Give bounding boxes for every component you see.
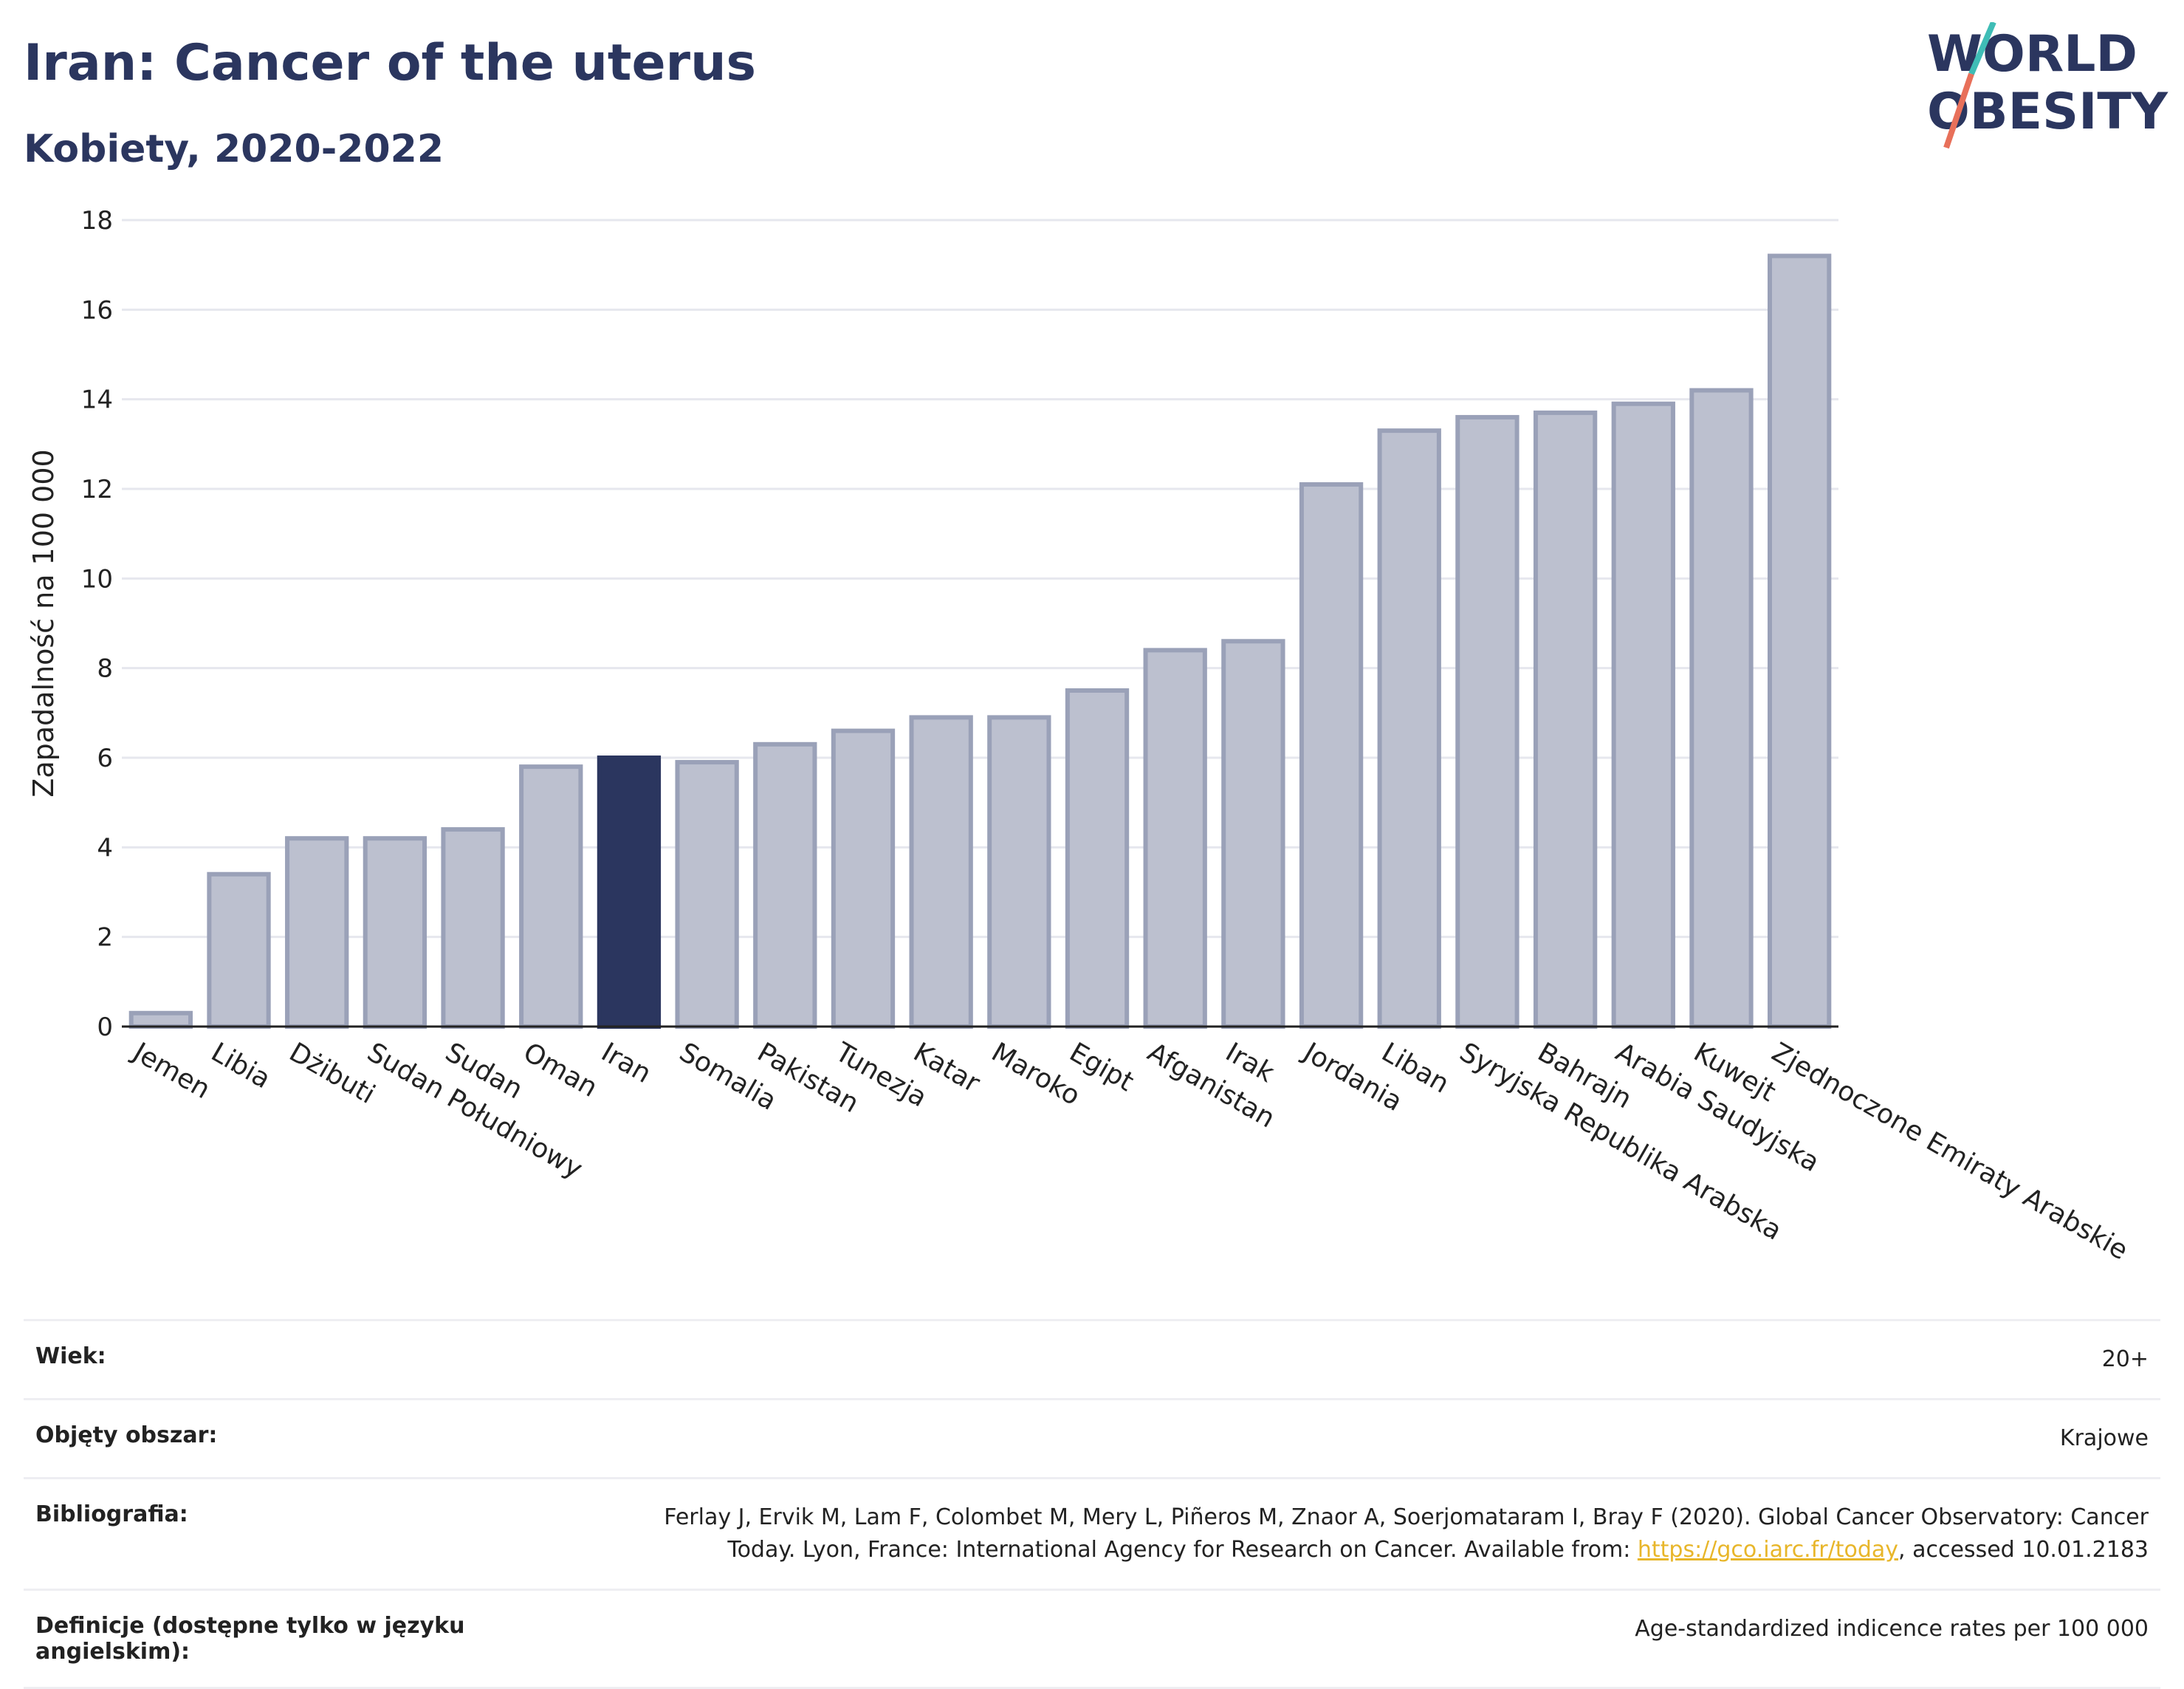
bibliography-value: Ferlay J, Ervik M, Lam F, Colombet M, Me… — [490, 1477, 2160, 1591]
logo-text-world: WORLD — [1927, 25, 2137, 83]
bar — [441, 827, 505, 1029]
y-tick-label: 6 — [97, 744, 113, 773]
logo-slash-coral — [1943, 72, 1974, 149]
y-tick-label: 18 — [81, 206, 113, 236]
bar — [1533, 410, 1598, 1029]
bar — [753, 741, 817, 1029]
chart-title: Iran: Cancer of the uterus — [24, 34, 756, 92]
bar — [1768, 253, 1832, 1029]
bar — [1377, 428, 1441, 1029]
area-value: Krajowe — [490, 1398, 2160, 1479]
bibliography-line2: Today. Lyon, France: International Agenc… — [727, 1537, 1638, 1563]
definitions-value: Age-standardized indicence rates per 100… — [490, 1589, 2160, 1689]
bar — [1455, 414, 1519, 1029]
bar — [675, 760, 739, 1029]
bar — [1065, 688, 1130, 1029]
x-tick-label: Oman — [518, 1037, 602, 1103]
bar — [831, 728, 896, 1029]
age-value: 20+ — [490, 1319, 2160, 1400]
bibliography-accessed: , accessed 10.01.2183 — [1898, 1537, 2149, 1563]
x-tick-label: Maroko — [986, 1037, 1085, 1111]
chart-subtitle: Kobiety, 2020-2022 — [24, 127, 444, 171]
bar — [1689, 388, 1754, 1029]
bar — [207, 871, 271, 1029]
y-tick-label: 2 — [97, 923, 113, 953]
info-table: Wiek: 20+ Objęty obszar: Krajowe Bibliog… — [24, 1319, 2160, 1689]
bibliography-link[interactable]: https://gco.iarc.fr/today — [1637, 1537, 1899, 1563]
bibliography-line1: Ferlay J, Ervik M, Lam F, Colombet M, Me… — [664, 1504, 2149, 1530]
bar — [285, 836, 349, 1029]
info-row-age: Wiek: 20+ — [24, 1319, 2160, 1400]
y-tick-label: 10 — [81, 564, 113, 594]
bar — [363, 836, 427, 1029]
y-tick-label: 14 — [81, 386, 113, 415]
bar — [519, 764, 583, 1029]
y-axis-title: Zapadalność na 100 000 — [27, 449, 60, 797]
y-tick-label: 12 — [81, 475, 113, 504]
age-label: Wiek: — [24, 1319, 490, 1400]
x-tick-label: Iran — [596, 1037, 656, 1089]
y-tick-label: 16 — [81, 295, 113, 325]
x-tick-label: Libia — [206, 1037, 275, 1094]
x-tick-label: Jemen — [127, 1036, 216, 1105]
info-row-area: Objęty obszar: Krajowe — [24, 1398, 2160, 1479]
bar — [597, 756, 662, 1029]
definitions-label: Definicje (dostępne tylko w języku angie… — [24, 1589, 490, 1689]
bar — [909, 715, 973, 1029]
y-tick-label: 0 — [97, 1013, 113, 1042]
bar — [987, 715, 1051, 1029]
y-tick-label: 4 — [97, 833, 113, 863]
bar — [128, 1010, 193, 1029]
area-label: Objęty obszar: — [24, 1398, 490, 1479]
bibliography-label: Bibliografia: — [24, 1477, 490, 1591]
bar — [1221, 639, 1285, 1029]
x-tick-label: Dżibuti — [284, 1037, 380, 1110]
logo-slash-teal — [1968, 22, 1996, 75]
y-tick-label: 8 — [97, 654, 113, 684]
bars — [128, 253, 1832, 1029]
bar — [1143, 648, 1207, 1029]
bar — [1299, 482, 1364, 1029]
bar — [1611, 401, 1675, 1029]
info-row-bibliography: Bibliografia: Ferlay J, Ervik M, Lam F, … — [24, 1477, 2160, 1591]
world-obesity-logo: WORLD OBESITY — [1927, 22, 2168, 149]
info-row-definitions: Definicje (dostępne tylko w języku angie… — [24, 1589, 2160, 1689]
